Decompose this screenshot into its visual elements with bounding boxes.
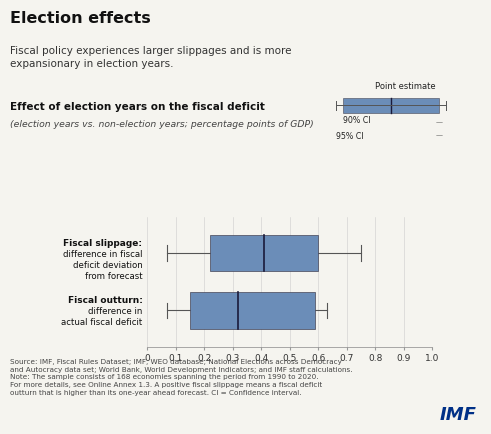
Text: 90% CI: 90% CI [343,116,371,125]
Text: Fiscal policy experiences larger slippages and is more
expansionary in election : Fiscal policy experiences larger slippag… [10,46,291,69]
Text: difference in
actual fiscal deficit: difference in actual fiscal deficit [61,306,142,326]
Text: Point estimate: Point estimate [375,82,436,91]
Text: —: — [436,119,442,125]
Text: Source: IMF, Fiscal Rules Dataset; IMF, WEO database; National Elections across : Source: IMF, Fiscal Rules Dataset; IMF, … [10,358,353,395]
Bar [343,99,439,114]
Text: (election years vs. non-election years; percentage points of GDP): (election years vs. non-election years; … [10,119,314,128]
Text: difference in fiscal
deficit deviation
from forecast: difference in fiscal deficit deviation f… [63,249,142,280]
Text: 95% CI: 95% CI [336,132,364,141]
Text: —: — [436,132,442,138]
Bar [210,235,318,272]
Bar [190,293,315,329]
Text: Fiscal outturn:: Fiscal outturn: [68,295,142,304]
Text: Election effects: Election effects [10,11,151,26]
Text: IMF: IMF [439,405,476,423]
Text: Fiscal slippage:: Fiscal slippage: [63,238,142,247]
Text: Effect of election years on the fiscal deficit: Effect of election years on the fiscal d… [10,102,265,112]
